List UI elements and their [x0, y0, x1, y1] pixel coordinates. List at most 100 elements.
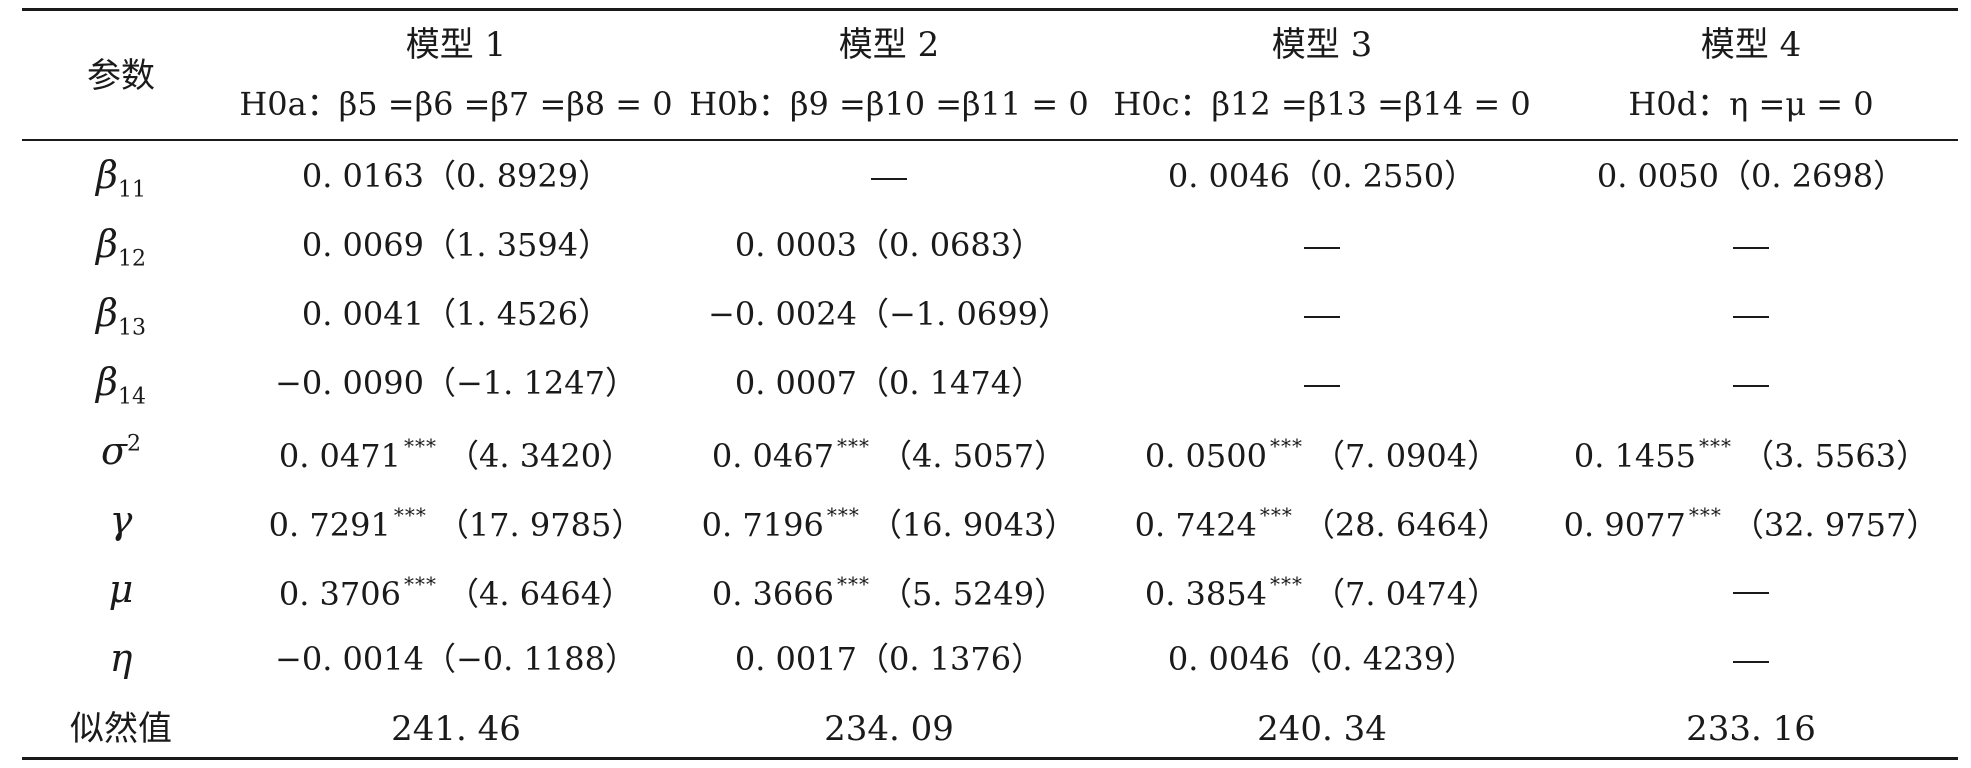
- param-label: β11: [96, 156, 146, 201]
- model-3-title: 模型 3: [1271, 25, 1373, 65]
- significance-stars: ***: [403, 434, 437, 458]
- t-statistic: （7. 0474）: [1312, 575, 1500, 613]
- param-column-header: 参数: [87, 56, 155, 96]
- t-statistic: （3. 5563）: [1741, 437, 1929, 475]
- coefficient-value: 0. 0069: [301, 226, 424, 264]
- t-statistic: （5. 5249）: [879, 575, 1067, 613]
- table-cell: 0. 0069（1. 3594）: [302, 229, 610, 261]
- param-symbol-subscript: 12: [117, 246, 147, 272]
- t-statistic: （−0. 1188）: [423, 640, 637, 678]
- likelihood-value-model-4: 233. 16: [1686, 709, 1816, 749]
- coefficient-value: 0. 0003: [734, 226, 857, 264]
- model-2-title: 模型 2: [838, 25, 940, 65]
- table-cell: 0. 0500 *** （7. 0904）: [1145, 436, 1499, 472]
- t-statistic: （1. 3594）: [423, 226, 611, 264]
- table-cell: 0. 0050（0. 2698）: [1597, 160, 1905, 192]
- table-cell: [1733, 643, 1769, 675]
- table-cell: 0. 7424 *** （28. 6464）: [1135, 505, 1510, 541]
- table-cell: [1304, 367, 1340, 399]
- coefficient-value: 0. 0500: [1144, 437, 1267, 475]
- param-symbol-letter: η: [109, 636, 133, 680]
- table-cell: 0. 0017（0. 1376）: [735, 643, 1043, 675]
- table-cell: 0. 0467 *** （4. 5057）: [712, 436, 1066, 472]
- hypothesis-label: H0c：: [1113, 85, 1212, 123]
- t-statistic: （16. 9043）: [869, 506, 1077, 544]
- model-2-hypothesis: H0b：β9 =β10 =β11 = 0: [689, 88, 1089, 120]
- table-cell: [871, 160, 907, 192]
- table-cell: 0. 3666 *** （5. 5249）: [712, 574, 1066, 610]
- table-cell: 0. 0003（0. 0683）: [735, 229, 1043, 261]
- coefficient-value: −0. 0024: [708, 295, 857, 333]
- table-cell: 0. 0471 *** （4. 3420）: [279, 436, 633, 472]
- coefficient-value: 0. 0467: [711, 437, 834, 475]
- t-statistic: （32. 9757）: [1731, 506, 1939, 544]
- t-statistic: （1. 4526）: [423, 295, 611, 333]
- table-cell: −0. 0014（−0. 1188）: [275, 643, 637, 675]
- coefficient-value: 0. 3706: [278, 575, 401, 613]
- coefficient-value: 0. 3854: [1144, 575, 1267, 613]
- param-label: β12: [96, 225, 146, 270]
- t-statistic: （−1. 1247）: [423, 364, 637, 402]
- significance-stars: ***: [1259, 503, 1293, 527]
- hypothesis-expression: η =μ = 0: [1729, 85, 1874, 123]
- t-statistic: （0. 1474）: [856, 364, 1044, 402]
- param-label: μ: [109, 570, 134, 608]
- t-statistic: （4. 3420）: [446, 437, 634, 475]
- table-header-rule: [22, 139, 1958, 141]
- table-cell: [1733, 574, 1769, 606]
- model-1-title: 模型 1: [405, 25, 507, 65]
- param-label: β14: [95, 360, 146, 408]
- param-symbol-letter: β: [95, 291, 118, 335]
- coefficient-value: 0. 0017: [734, 640, 857, 678]
- table-cell: 0. 1455 *** （3. 5563）: [1574, 436, 1928, 472]
- t-statistic: （7. 0904）: [1312, 437, 1500, 475]
- coefficient-value: 0. 0041: [301, 295, 424, 333]
- significance-stars: ***: [393, 503, 427, 527]
- coefficient-value: 0. 0046: [1167, 640, 1290, 678]
- param-label: β13: [95, 291, 146, 339]
- table-cell: [1304, 298, 1340, 330]
- model-3-hypothesis: H0c：β12 =β13 =β14 = 0: [1113, 88, 1530, 120]
- model-1-hypothesis: H0a：β5 =β6 =β7 =β8 = 0: [239, 88, 672, 120]
- table-cell: [1304, 229, 1340, 261]
- significance-stars: ***: [836, 572, 870, 596]
- significance-stars: ***: [403, 572, 437, 596]
- table-cell: 0. 7291 *** （17. 9785）: [269, 505, 644, 541]
- table-cell: 0. 0163（0. 8929）: [302, 160, 610, 192]
- param-label: η: [110, 639, 133, 677]
- significance-stars: ***: [1269, 434, 1303, 458]
- param-label: σ2: [101, 432, 141, 470]
- table-cell: [1733, 367, 1769, 399]
- t-statistic: （0. 0683）: [856, 226, 1044, 264]
- significance-stars: ***: [826, 503, 860, 527]
- coefficient-value: 0. 0163: [301, 157, 424, 195]
- likelihood-value-model-1: 241. 46: [391, 709, 521, 749]
- coefficient-value: 0. 0050: [1596, 157, 1719, 195]
- model-4-hypothesis: H0d：η =μ = 0: [1628, 88, 1873, 120]
- hypothesis-label: H0b：: [689, 85, 790, 123]
- param-symbol-letter: β: [95, 360, 118, 404]
- hypothesis-expression: β5 =β6 =β7 =β8 = 0: [338, 85, 673, 123]
- hypothesis-expression: β12 =β13 =β14 = 0: [1211, 85, 1531, 123]
- hypothesis-label: H0a：: [239, 85, 339, 123]
- t-statistic: （0. 8929）: [423, 157, 611, 195]
- coefficient-value: 0. 7291: [268, 506, 391, 544]
- coefficient-value: 0. 3666: [711, 575, 834, 613]
- t-statistic: （28. 6464）: [1302, 506, 1510, 544]
- param-symbol-subscript: 11: [117, 177, 147, 203]
- coefficient-value: 0. 0046: [1167, 157, 1290, 195]
- table-cell: 0. 0007（0. 1474）: [735, 367, 1043, 399]
- significance-stars: ***: [1698, 434, 1732, 458]
- coefficient-value: 0. 1455: [1573, 437, 1696, 475]
- model-4-title: 模型 4: [1700, 25, 1802, 65]
- param-symbol-letter: μ: [108, 567, 134, 611]
- t-statistic: （17. 9785）: [436, 506, 644, 544]
- empty-dash: [871, 177, 907, 180]
- table-top-rule: [22, 8, 1958, 11]
- t-statistic: （0. 4239）: [1289, 640, 1477, 678]
- table-cell: −0. 0090（−1. 1247）: [275, 367, 637, 399]
- param-label: γ: [110, 501, 133, 539]
- significance-stars: ***: [1269, 572, 1303, 596]
- table-cell: 0. 0041（1. 4526）: [302, 298, 610, 330]
- hypothesis-expression: β9 =β10 =β11 = 0: [789, 85, 1089, 123]
